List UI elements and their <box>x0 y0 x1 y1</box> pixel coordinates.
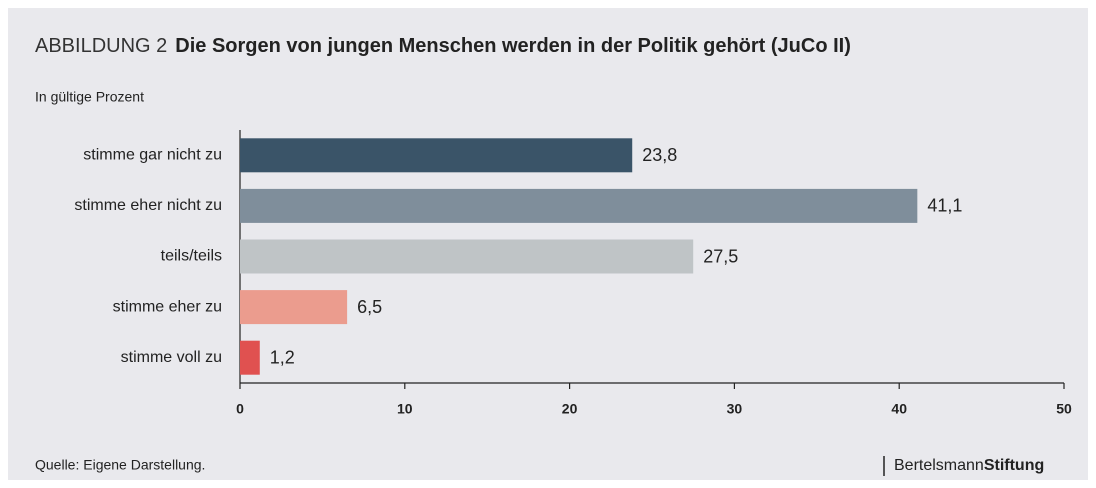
x-tick-label: 40 <box>891 401 907 417</box>
x-tick-label: 0 <box>236 401 244 417</box>
y-tick-label: stimme eher nicht zu <box>74 197 222 214</box>
y-tick-label: teils/teils <box>161 248 222 265</box>
value-label: 41,1 <box>927 196 962 216</box>
logo-part: Bertelsmann <box>894 457 984 474</box>
title-main: Die Sorgen von jungen Menschen werden in… <box>175 35 851 57</box>
y-tick-label: stimme voll zu <box>121 349 222 366</box>
source: Quelle: Eigene Darstellung. <box>35 457 205 473</box>
title-prefix: ABBILDUNG 2 <box>35 35 167 57</box>
bar <box>240 290 348 325</box>
x-tick-label: 50 <box>1056 401 1072 417</box>
logo: BertelsmannStiftung <box>894 457 1044 474</box>
value-label: 6,5 <box>357 297 382 317</box>
logo-part: Stiftung <box>984 457 1044 474</box>
y-tick-label: stimme eher zu <box>113 298 222 315</box>
bar <box>240 138 633 173</box>
bar <box>240 340 260 375</box>
bar <box>240 239 694 274</box>
x-tick-label: 10 <box>397 401 413 417</box>
value-label: 23,8 <box>642 145 677 165</box>
y-tick-label: stimme gar nicht zu <box>83 147 222 164</box>
value-label: 1,2 <box>270 347 295 367</box>
chart-title: ABBILDUNG 2 Die Sorgen von jungen Mensche… <box>35 35 851 57</box>
value-label: 27,5 <box>703 246 738 266</box>
x-tick-label: 30 <box>727 401 743 417</box>
bar <box>240 188 918 223</box>
subtitle: In gültige Prozent <box>35 89 144 105</box>
x-tick-label: 20 <box>562 401 578 417</box>
